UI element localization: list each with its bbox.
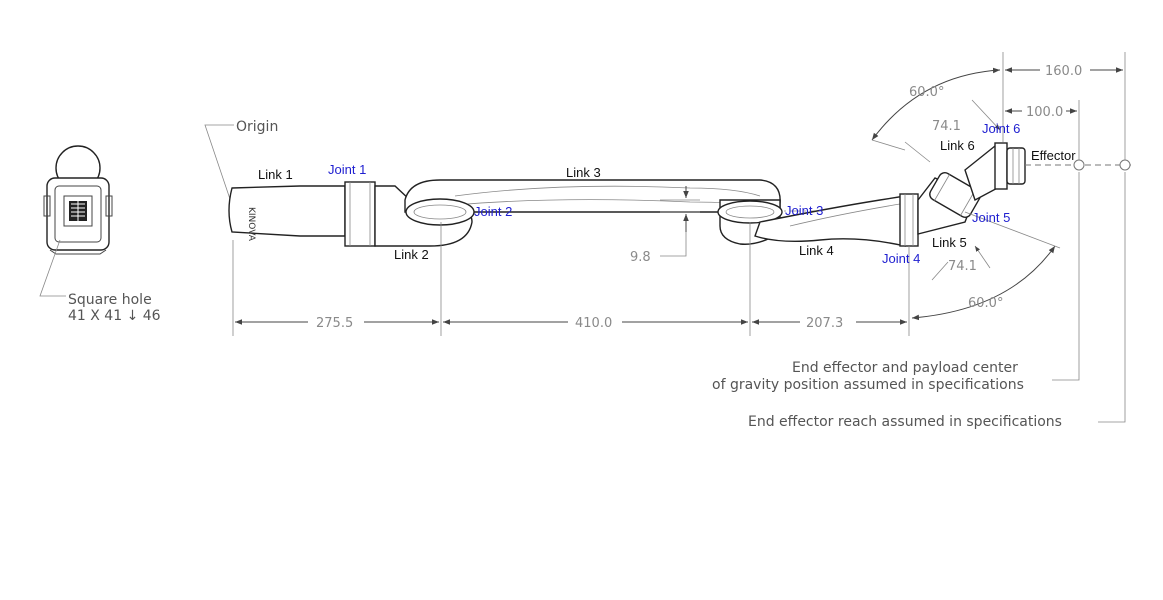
dim-160: 160.0 — [1045, 64, 1082, 79]
joint-4-label: Joint 4 — [882, 251, 920, 266]
link-3-label: Link 3 — [566, 165, 601, 180]
joint-2-label: Joint 2 — [474, 204, 512, 219]
dim-100: 100.0 — [1026, 105, 1063, 120]
dim-410: 410.0 — [575, 316, 612, 331]
square-hole-note: Square hole — [68, 292, 152, 308]
origin-label: Origin — [236, 119, 278, 135]
link-2-label: Link 2 — [394, 247, 429, 262]
bottom-dimension-chain — [232, 222, 910, 336]
dim-9-8: 9.8 — [630, 250, 651, 265]
joint-1-label: Joint 1 — [328, 162, 366, 177]
reach-marker — [1119, 159, 1131, 171]
joint-3-label: Joint 3 — [785, 203, 823, 218]
link-5-label: Link 5 — [932, 235, 967, 250]
svg-text:KINOVA: KINOVA — [246, 207, 256, 242]
robot-arm-body: KINOVA — [228, 142, 1026, 247]
joint-6-label: Joint 6 — [982, 121, 1020, 136]
dim-207: 207.3 — [806, 316, 843, 331]
dim-74-top: 74.1 — [932, 119, 961, 134]
link-1-label: Link 1 — [258, 167, 293, 182]
payload-note-line2: of gravity position assumed in specifica… — [712, 377, 1024, 393]
dim-275: 275.5 — [316, 316, 353, 331]
link-4-label: Link 4 — [799, 243, 834, 258]
reach-leader — [1098, 172, 1126, 423]
joint-5-label: Joint 5 — [972, 210, 1010, 225]
offset-dimension — [660, 186, 700, 257]
dim-74-bottom: 74.1 — [948, 259, 977, 274]
origin-leader — [204, 124, 234, 206]
square-hole-size: 41 X 41 ↓ 46 — [68, 308, 161, 324]
angle-top: 60.0° — [909, 85, 944, 100]
payload-note-line1: End effector and payload center — [792, 360, 1018, 376]
right-dimensions — [871, 52, 1126, 321]
base-end-view — [39, 145, 113, 297]
reach-note: End effector reach assumed in specificat… — [748, 414, 1062, 430]
angle-bottom: 60.0° — [968, 296, 1003, 311]
link-6-label: Link 6 — [940, 138, 975, 153]
payload-leader — [1052, 172, 1080, 381]
effector-label: Effector — [1031, 148, 1076, 163]
